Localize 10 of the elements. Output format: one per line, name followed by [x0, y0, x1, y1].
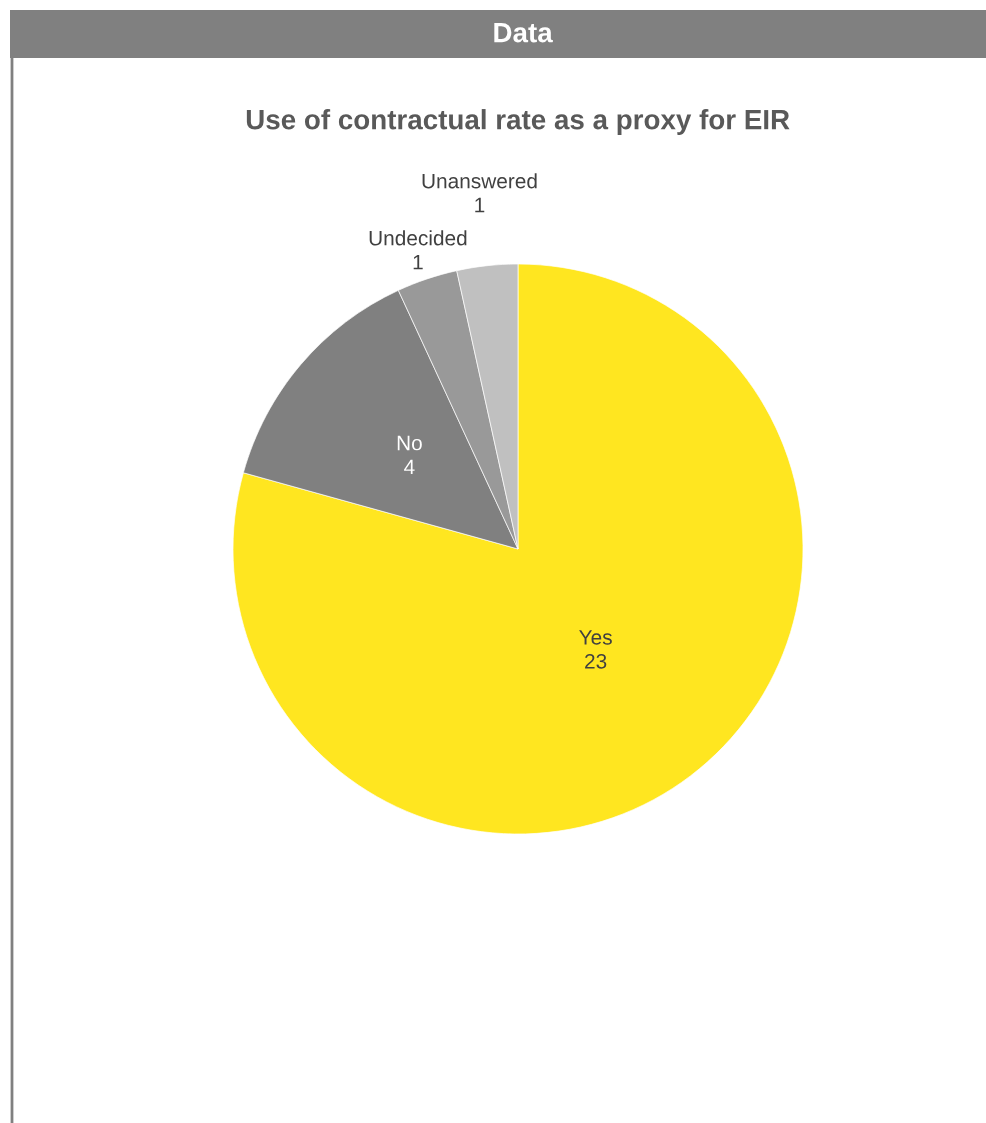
slice-label: No [397, 435, 422, 451]
slice-label: Yes [579, 630, 612, 645]
data-label: 4 [404, 459, 415, 475]
data-label: 1 [475, 197, 485, 213]
slice-label: Undecided [369, 230, 467, 246]
data-label: 1 [413, 254, 423, 270]
slice-label: Unanswered [422, 173, 537, 189]
chart-title: Use of contractual rate as a proxy for EIR [246, 109, 790, 135]
data-label: 23 [585, 653, 607, 669]
text: Data [494, 23, 553, 43]
